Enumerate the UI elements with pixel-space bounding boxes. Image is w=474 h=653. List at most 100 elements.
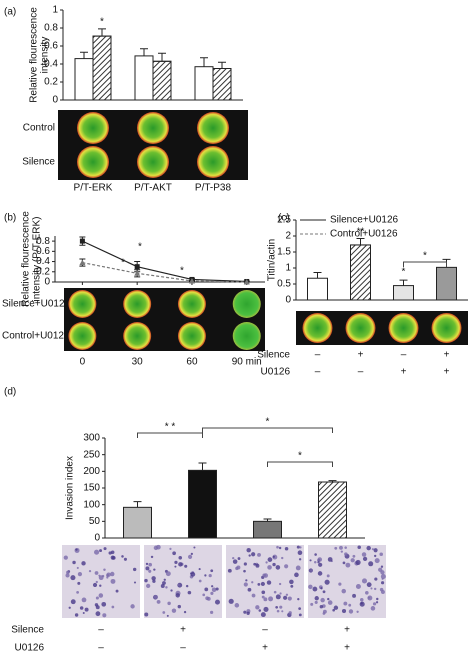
treatment-mark: +	[344, 625, 350, 636]
marker	[134, 270, 141, 276]
cell	[318, 562, 323, 567]
row-label: Control+U0126	[2, 331, 70, 342]
cell	[84, 607, 89, 612]
y-tick-label: 0.2	[36, 266, 50, 277]
cell	[365, 590, 369, 595]
cell	[108, 551, 112, 555]
cell	[251, 581, 254, 584]
bar	[436, 266, 457, 301]
cell	[338, 582, 342, 586]
cell	[281, 556, 284, 560]
cell	[172, 551, 176, 556]
cell	[361, 552, 367, 557]
cell	[178, 562, 183, 567]
line	[82, 261, 247, 283]
annotation: *	[100, 17, 104, 28]
cell	[68, 606, 71, 609]
cell	[312, 586, 318, 592]
cell	[77, 581, 81, 585]
annotation: *	[266, 417, 270, 428]
bar	[74, 58, 94, 101]
cell	[99, 549, 103, 553]
row-label: Control	[23, 123, 55, 134]
cell	[294, 572, 299, 578]
well	[123, 290, 152, 318]
cell	[245, 579, 248, 582]
cell	[79, 606, 84, 610]
cell	[106, 576, 109, 579]
cell	[348, 609, 354, 614]
well	[302, 313, 333, 343]
y-axis-label: Relative flourescence	[29, 7, 40, 103]
treatment-mark: +	[444, 367, 450, 378]
cell	[148, 569, 152, 573]
cell	[374, 558, 380, 564]
cell	[234, 603, 240, 608]
cell	[380, 581, 385, 585]
cell	[379, 552, 383, 557]
x-tick-label: P/T-P38	[195, 183, 232, 194]
y-tick-label: 2.5	[277, 215, 291, 226]
cell	[214, 599, 220, 605]
cell	[345, 562, 351, 568]
cell	[193, 546, 196, 549]
cell	[275, 594, 281, 600]
cell	[285, 593, 289, 596]
cell	[82, 611, 85, 615]
well	[197, 112, 229, 144]
y-axis-label: intensity	[40, 37, 51, 74]
cell	[153, 545, 159, 551]
error-bar	[133, 501, 142, 508]
cell	[246, 547, 251, 553]
cell	[357, 545, 361, 549]
cell	[278, 582, 282, 586]
error-bar	[200, 57, 208, 67]
bar	[307, 277, 328, 301]
cell	[381, 577, 384, 580]
cell	[166, 614, 169, 617]
cell	[204, 587, 209, 592]
cell	[101, 601, 107, 607]
cell	[360, 598, 364, 602]
treatment-mark: –	[401, 350, 407, 361]
cell	[72, 560, 76, 565]
cell	[95, 611, 101, 617]
cell	[275, 605, 279, 609]
cell	[310, 569, 313, 572]
cell	[81, 597, 87, 603]
error-bar	[218, 61, 226, 69]
cell	[162, 581, 166, 585]
cell	[320, 597, 325, 603]
cell	[289, 579, 294, 585]
cell	[343, 601, 348, 606]
cell	[95, 580, 98, 584]
row-label: Silence	[22, 157, 55, 168]
error-bar	[198, 462, 207, 471]
cell	[348, 603, 352, 607]
cell	[342, 561, 346, 565]
cell	[110, 555, 115, 560]
cell	[341, 608, 347, 614]
cell	[74, 613, 79, 617]
cell	[327, 597, 330, 601]
cell	[198, 579, 202, 583]
hatch-overlay	[152, 60, 172, 101]
y-tick-label: 0.4	[36, 256, 50, 267]
y-tick-label: 0.5	[277, 279, 291, 290]
cell	[187, 590, 192, 595]
y-tick-label: 0	[52, 95, 58, 106]
cell	[144, 612, 149, 617]
well	[77, 146, 109, 178]
row-label: U0126	[261, 367, 291, 378]
cell	[232, 556, 235, 560]
panel-label: (a)	[4, 7, 16, 18]
cell	[355, 559, 361, 565]
cell	[314, 553, 317, 556]
cell	[253, 562, 257, 566]
treatment-mark: +	[444, 350, 450, 361]
cell	[298, 558, 302, 561]
bar	[194, 66, 214, 101]
cell	[284, 546, 289, 551]
cell	[208, 573, 212, 578]
cell	[210, 610, 214, 615]
